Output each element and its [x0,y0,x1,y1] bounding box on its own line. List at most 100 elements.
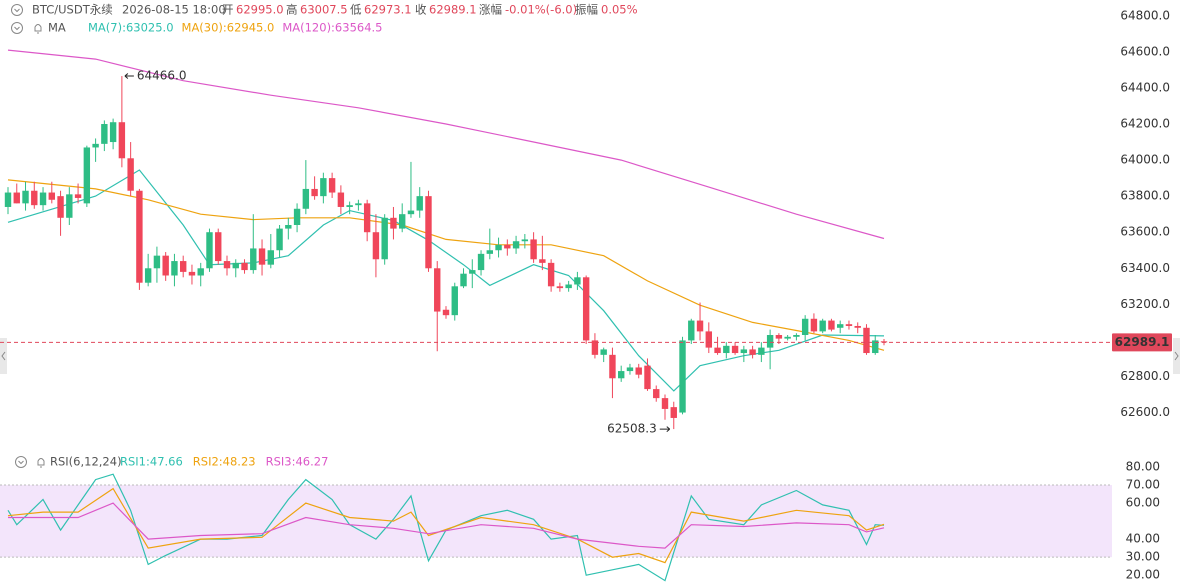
change-value: -0.01%(-6.0) [505,3,577,17]
annotation-label: 62508.3 [607,422,657,436]
candle-body [136,190,143,283]
candle-body [311,188,318,197]
high-value: 63007.5 [300,3,348,17]
candle-body [600,349,607,355]
candle-body [801,318,809,335]
candle-body [688,320,695,341]
candle-body [547,262,555,287]
close-label: 收 [415,3,427,17]
candle-body [661,398,669,409]
y-tick-label: 60.00 [1126,496,1160,510]
legend-entry: RSI2:48.23 [193,455,256,469]
candle-body [302,188,310,209]
candle-body [705,331,712,348]
candle-body [784,336,791,339]
scroll-left-icon [1,351,6,361]
candle-body [293,208,301,225]
candle-body [486,250,493,254]
candle-body [521,239,529,242]
y-tick-label: 64400.0 [1120,80,1170,94]
y-tick-label: 63800.0 [1120,189,1170,203]
candle-body [530,239,537,260]
candle-body [188,271,196,276]
rsi-band [0,485,1112,558]
candle-body [31,190,38,206]
candle-body [460,273,467,287]
candle-body [39,192,47,206]
candle-body [92,143,99,148]
candle-body [416,196,423,211]
candle-body [390,217,397,229]
change-label: 涨幅 [479,3,502,17]
candle-body [793,335,800,337]
y-tick-label: 40.00 [1126,532,1160,546]
candle-body [83,147,91,204]
candle-body [57,196,64,218]
candle-body [626,367,634,372]
candle-body [469,270,476,274]
candle-body [276,228,283,251]
time: 2026-08-15 18:00 [122,3,226,17]
candle-body [109,122,117,143]
candle-body [731,345,739,354]
line-series [7,49,885,240]
indicator-label: MA [48,21,66,35]
open-value: 62995.0 [236,3,284,17]
annotation-label: 64466.0 [137,69,187,83]
candle-body [696,320,704,332]
candle-body [635,367,642,375]
candle-body [74,194,82,198]
candle-body [241,262,248,271]
candle-body [495,244,502,251]
candle-body [267,250,274,265]
y-tick-label: 80.00 [1126,460,1160,474]
symbol: BTC/USDT永续 [32,3,113,17]
candle-body [171,261,178,276]
y-tick-label: 63400.0 [1120,261,1170,275]
scroll-left[interactable] [0,338,7,374]
scroll-right[interactable] [1173,338,1180,374]
low-label: 低 [350,3,362,17]
candle-body [837,324,844,328]
candle-body [504,244,511,249]
candle-body [618,371,625,379]
candle-body [591,340,599,355]
candle-body [180,261,187,272]
candle-body [101,124,108,144]
low-value: 62973.1 [364,3,412,17]
amplitude-value: 0.05% [601,3,638,17]
candle-body [434,268,441,312]
close-value: 62989.1 [429,3,477,17]
candle-body [162,255,169,276]
candle-body [679,340,686,413]
candle-body [880,341,888,343]
candle-body [758,347,765,355]
candle-body [407,210,415,215]
candle-body [565,284,572,289]
candle-body [425,196,432,269]
y-tick-label: 62600.0 [1120,405,1170,419]
candle-body [4,192,12,207]
candle-body [381,217,388,260]
candle-body [863,327,870,354]
line-series [7,169,885,392]
candle-body [574,277,581,285]
candle-body [609,354,616,379]
candle-body [854,325,861,328]
candle-body [232,262,239,269]
candle-body [346,205,353,207]
candle-body [372,232,380,260]
candle-body [320,178,327,197]
y-tick-label: 63600.0 [1120,225,1170,239]
candle-body [442,309,450,316]
legend-entry: MA(30):62945.0 [182,21,275,35]
candle-body [766,335,774,348]
candle-body [285,225,292,229]
legend-entry: RSI3:46.27 [266,455,329,469]
line-series [8,502,885,549]
candle-body [582,277,590,341]
candle-body [512,241,520,249]
candle-body [539,259,546,263]
y-tick-label: 70.00 [1126,478,1160,492]
